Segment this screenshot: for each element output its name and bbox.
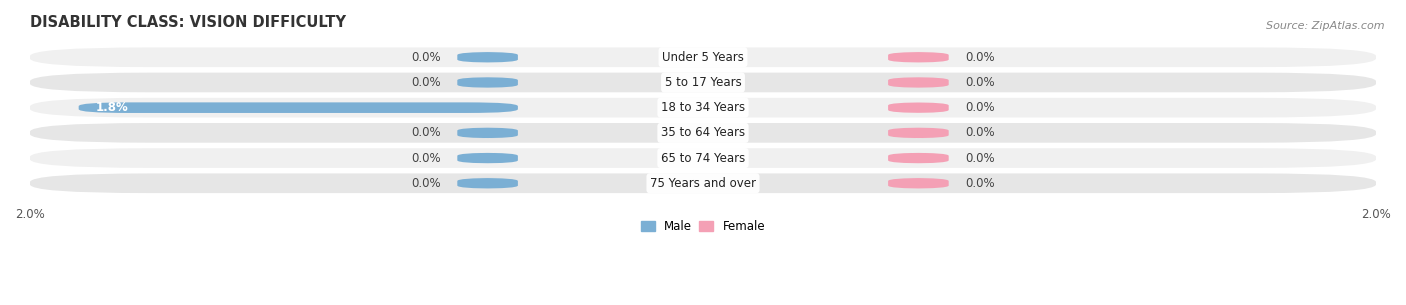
Text: DISABILITY CLASS: VISION DIFFICULTY: DISABILITY CLASS: VISION DIFFICULTY [30, 15, 346, 30]
Text: 1.8%: 1.8% [96, 101, 128, 114]
FancyBboxPatch shape [30, 123, 1376, 143]
Text: 0.0%: 0.0% [411, 51, 440, 64]
Text: 35 to 64 Years: 35 to 64 Years [661, 126, 745, 139]
FancyBboxPatch shape [30, 73, 1376, 92]
Text: 0.0%: 0.0% [966, 76, 995, 89]
Text: 0.0%: 0.0% [966, 51, 995, 64]
Text: 18 to 34 Years: 18 to 34 Years [661, 101, 745, 114]
FancyBboxPatch shape [457, 77, 517, 88]
FancyBboxPatch shape [457, 178, 517, 188]
FancyBboxPatch shape [457, 153, 517, 163]
FancyBboxPatch shape [889, 153, 949, 163]
FancyBboxPatch shape [30, 148, 1376, 168]
FancyBboxPatch shape [889, 77, 949, 88]
Text: 0.0%: 0.0% [411, 126, 440, 139]
Text: 0.0%: 0.0% [411, 152, 440, 165]
FancyBboxPatch shape [889, 127, 949, 138]
FancyBboxPatch shape [30, 48, 1376, 67]
Text: 0.0%: 0.0% [411, 76, 440, 89]
Text: 75 Years and over: 75 Years and over [650, 177, 756, 190]
Legend: Male, Female: Male, Female [636, 216, 770, 238]
FancyBboxPatch shape [457, 127, 517, 138]
Text: 0.0%: 0.0% [966, 101, 995, 114]
FancyBboxPatch shape [79, 102, 517, 113]
Text: 0.0%: 0.0% [966, 126, 995, 139]
FancyBboxPatch shape [889, 178, 949, 188]
FancyBboxPatch shape [889, 102, 949, 113]
FancyBboxPatch shape [889, 52, 949, 63]
Text: Source: ZipAtlas.com: Source: ZipAtlas.com [1267, 21, 1385, 31]
Text: 0.0%: 0.0% [966, 177, 995, 190]
Text: 5 to 17 Years: 5 to 17 Years [665, 76, 741, 89]
Text: Under 5 Years: Under 5 Years [662, 51, 744, 64]
Text: 0.0%: 0.0% [966, 152, 995, 165]
Text: 65 to 74 Years: 65 to 74 Years [661, 152, 745, 165]
FancyBboxPatch shape [457, 52, 517, 63]
Text: 0.0%: 0.0% [411, 177, 440, 190]
FancyBboxPatch shape [30, 98, 1376, 117]
FancyBboxPatch shape [30, 174, 1376, 193]
